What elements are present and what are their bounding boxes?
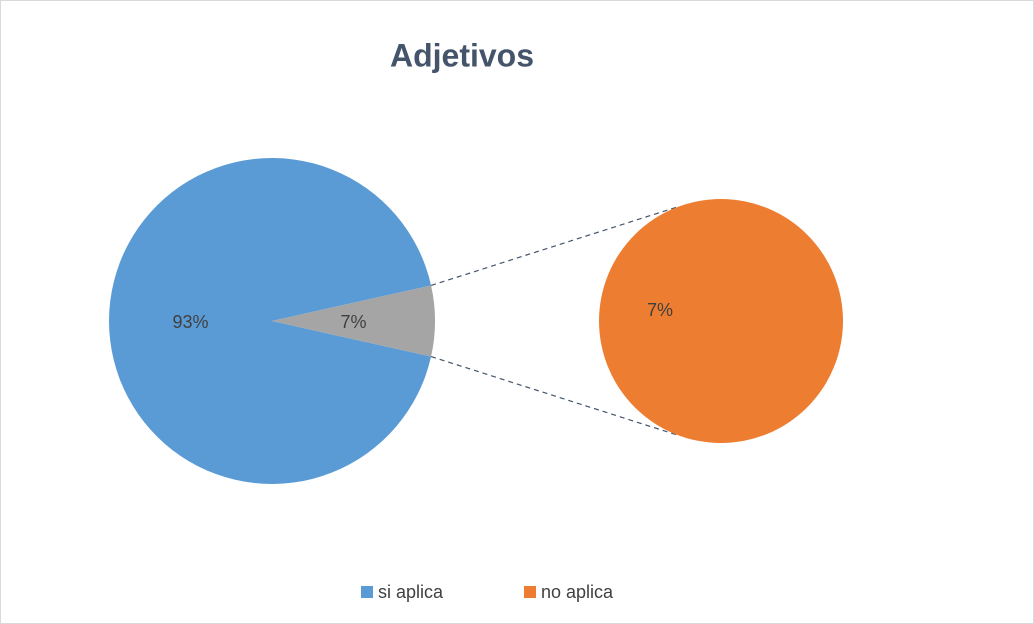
connector-line <box>430 355 680 437</box>
chart-title: Adjetivos <box>390 37 534 73</box>
other-slice <box>272 285 435 357</box>
legend-swatch <box>361 586 373 598</box>
data-label: 7% <box>340 312 366 332</box>
connector-line <box>430 205 680 287</box>
legend-label: si aplica <box>378 582 444 602</box>
secondary-pie-slice <box>599 199 843 443</box>
legend-label: no aplica <box>541 582 614 602</box>
data-label: 93% <box>172 312 208 332</box>
pie-slice <box>108 157 432 484</box>
legend-swatch <box>524 586 536 598</box>
data-label: 7% <box>647 300 673 320</box>
